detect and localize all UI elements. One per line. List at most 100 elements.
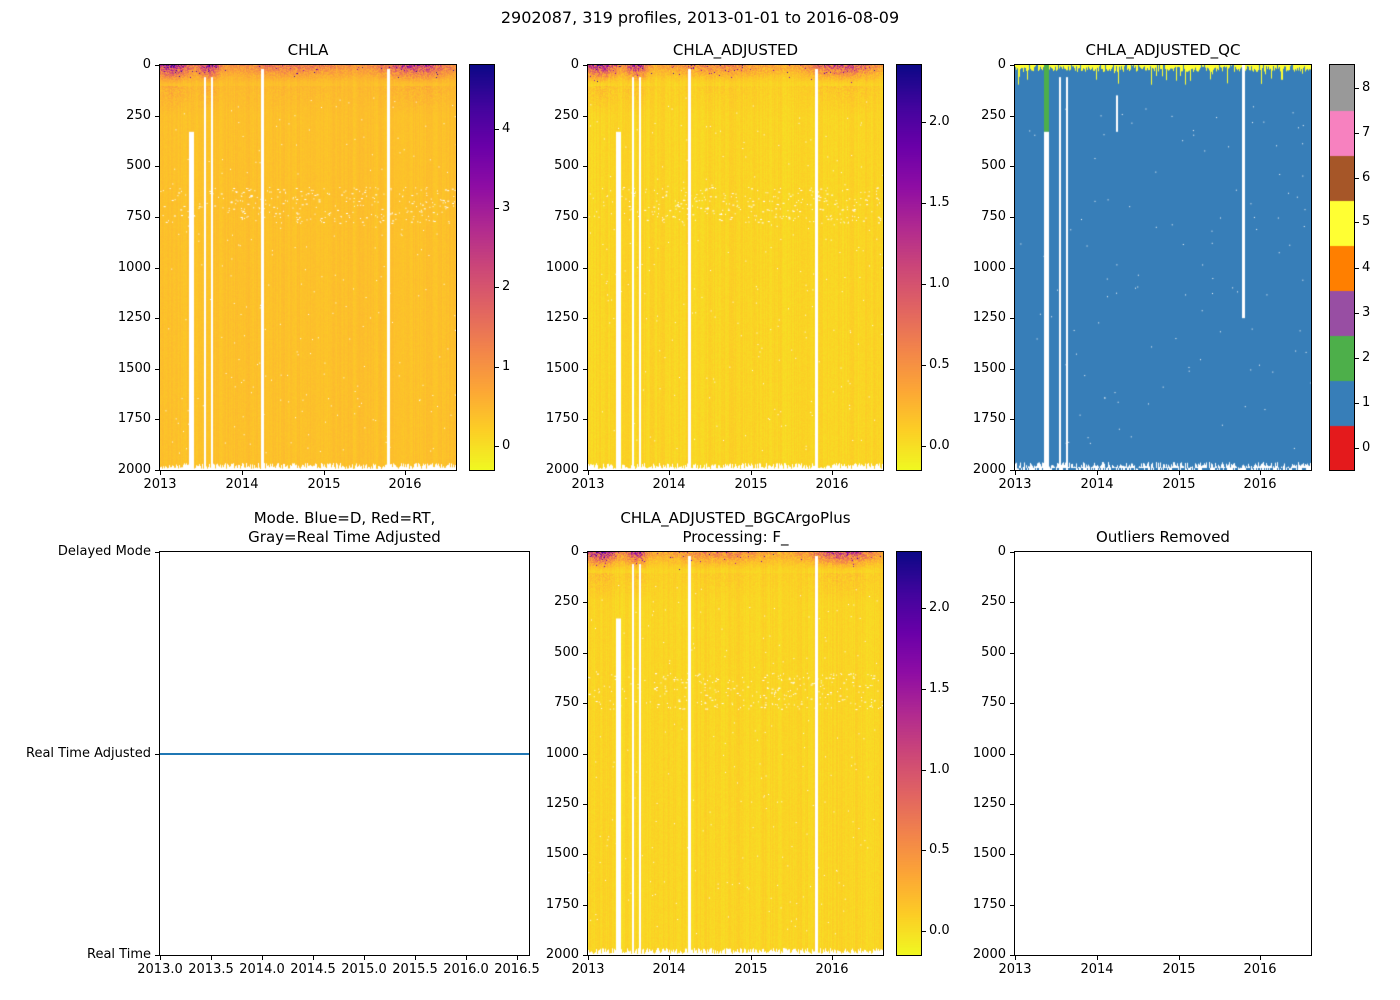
y-tick-mark (583, 955, 587, 956)
colorbar-tick-mark (1355, 313, 1359, 314)
colorbar-tick-label: 1.0 (929, 276, 950, 291)
chla-adjusted-axes (587, 64, 884, 471)
y-tick-mark (1010, 905, 1014, 906)
y-tick-mark (155, 65, 159, 66)
y-tick-mark (1010, 318, 1014, 319)
chla-adjusted-bgcargoplus-colorbar-canvas (897, 552, 921, 955)
x-tick-label: 2014.5 (290, 962, 336, 977)
colorbar-tick-label: 6 (1362, 170, 1371, 185)
colorbar-tick-label: 3 (1362, 305, 1371, 320)
x-tick-mark (588, 471, 589, 475)
y-tick-mark (1010, 65, 1014, 66)
y-tick-mark (1010, 419, 1014, 420)
x-tick-mark (160, 956, 161, 960)
chla-adjusted-qc-colorbar-canvas (1330, 65, 1354, 470)
figure-suptitle: 2902087, 319 profiles, 2013-01-01 to 201… (500, 8, 900, 27)
colorbar-tick-mark (922, 284, 926, 285)
x-tick-mark (1260, 471, 1261, 475)
x-tick-mark (751, 956, 752, 960)
x-tick-label: 2016 (1243, 962, 1277, 977)
y-tick-label: 0 (997, 57, 1006, 72)
y-tick-mark (155, 116, 159, 117)
x-tick-mark (415, 956, 416, 960)
x-tick-label: 2013 (571, 477, 605, 492)
y-tick-mark (155, 268, 159, 269)
x-tick-label: 2014 (225, 477, 259, 492)
y-tick-label: Delayed Mode (57, 544, 151, 559)
y-tick-label: 1000 (117, 260, 151, 275)
y-tick-label: 500 (554, 645, 579, 660)
y-tick-label: 0 (570, 57, 579, 72)
colorbar-tick-mark (495, 208, 499, 209)
y-tick-mark (1010, 854, 1014, 855)
y-tick-mark (155, 369, 159, 370)
y-tick-label: 250 (981, 594, 1006, 609)
y-tick-mark (155, 552, 159, 553)
colorbar-tick-mark (1355, 358, 1359, 359)
plot-title-chla-adjusted: CHLA_ADJUSTED (672, 41, 799, 59)
colorbar-tick-label: 2 (502, 279, 511, 294)
x-tick-label: 2016 (815, 477, 849, 492)
y-tick-mark (155, 419, 159, 420)
y-tick-mark (583, 116, 587, 117)
colorbar-tick-mark (1355, 222, 1359, 223)
colorbar-tick-label: 1.0 (929, 762, 950, 777)
y-tick-label: 1250 (545, 310, 579, 325)
y-tick-label: 2000 (545, 462, 579, 477)
colorbar-tick-mark (922, 446, 926, 447)
y-tick-mark (583, 65, 587, 66)
y-tick-label: 500 (126, 158, 151, 173)
outliers-removed-axes (1014, 551, 1312, 956)
chla-adjusted-colorbar (896, 64, 922, 471)
y-tick-mark (1010, 116, 1014, 117)
x-tick-mark (242, 471, 243, 475)
chla-adjusted-heatmap-canvas (588, 65, 883, 470)
colorbar-tick-mark (1355, 448, 1359, 449)
y-tick-mark (155, 318, 159, 319)
x-tick-label: 2014 (1080, 477, 1114, 492)
chla-heatmap-canvas (160, 65, 456, 470)
colorbar-tick-label: 0.0 (929, 438, 950, 453)
chla-adjusted-bgcargoplus-axes (587, 551, 884, 956)
y-tick-mark (583, 318, 587, 319)
y-tick-mark (583, 653, 587, 654)
colorbar-tick-label: 0.5 (929, 842, 950, 857)
chla-adjusted-bgcargoplus-colorbar (896, 551, 922, 956)
y-tick-mark (583, 602, 587, 603)
mode-axes (159, 551, 530, 956)
y-tick-label: 250 (981, 108, 1006, 123)
x-tick-label: 2015 (1162, 477, 1196, 492)
x-tick-label: 2014.0 (239, 962, 285, 977)
y-tick-mark (1010, 217, 1014, 218)
x-tick-label: 2013 (143, 477, 177, 492)
colorbar-tick-label: 2.0 (929, 114, 950, 129)
x-tick-mark (313, 956, 314, 960)
y-tick-label: 2000 (545, 947, 579, 962)
colorbar-tick-label: 2.0 (929, 600, 950, 615)
x-tick-label: 2015 (734, 477, 768, 492)
y-tick-label: 1000 (972, 260, 1006, 275)
colorbar-tick-mark (1355, 268, 1359, 269)
x-tick-label: 2014 (652, 477, 686, 492)
colorbar-tick-mark (1355, 88, 1359, 89)
x-tick-mark (160, 471, 161, 475)
x-tick-label: 2013 (571, 962, 605, 977)
x-tick-label: 2013 (998, 477, 1032, 492)
x-tick-label: 2015 (1162, 962, 1196, 977)
x-tick-label: 2014 (652, 962, 686, 977)
chla-adjusted-bgcargoplus-heatmap-canvas (588, 552, 883, 955)
y-tick-label: 2000 (117, 462, 151, 477)
chla-adjusted-qc-axes (1014, 64, 1312, 471)
colorbar-tick-label: 0.5 (929, 357, 950, 372)
plot-title-bgc-processing: CHLA_ADJUSTED_BGCArgoPlus Processing: F_ (620, 509, 851, 546)
y-tick-mark (1010, 552, 1014, 553)
y-tick-mark (155, 470, 159, 471)
x-tick-mark (669, 471, 670, 475)
x-tick-label: 2014 (1080, 962, 1114, 977)
chla-axes (159, 64, 457, 471)
x-tick-label: 2016 (1243, 477, 1277, 492)
